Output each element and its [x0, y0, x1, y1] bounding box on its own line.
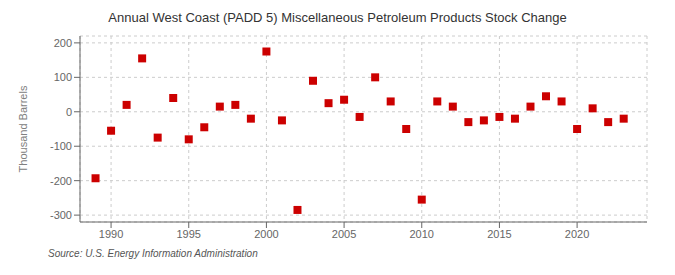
svg-text:2010: 2010 [410, 228, 434, 240]
svg-text:0: 0 [66, 106, 72, 118]
svg-text:-200: -200 [50, 175, 72, 187]
svg-text:2005: 2005 [332, 228, 356, 240]
html-text:Annual West Coast (PADD 5) Mis: Annual West Coast (PADD 5) Miscellaneous… [108, 10, 567, 25]
svg-text:-100: -100 [50, 140, 72, 152]
svg-text:2000: 2000 [254, 228, 278, 240]
svg-text:Thousand Barrels: Thousand Barrels [17, 85, 29, 172]
svg-text:1995: 1995 [176, 228, 200, 240]
svg-text:1990: 1990 [99, 228, 123, 240]
html-text:Source: U.S. Energy Informatio: Source: U.S. Energy Information Administ… [48, 248, 258, 259]
svg-text:100: 100 [54, 71, 72, 83]
svg-text:2020: 2020 [565, 228, 589, 240]
svg-text:2015: 2015 [487, 228, 511, 240]
svg-text:200: 200 [54, 37, 72, 49]
svg-text:-300: -300 [50, 209, 72, 221]
